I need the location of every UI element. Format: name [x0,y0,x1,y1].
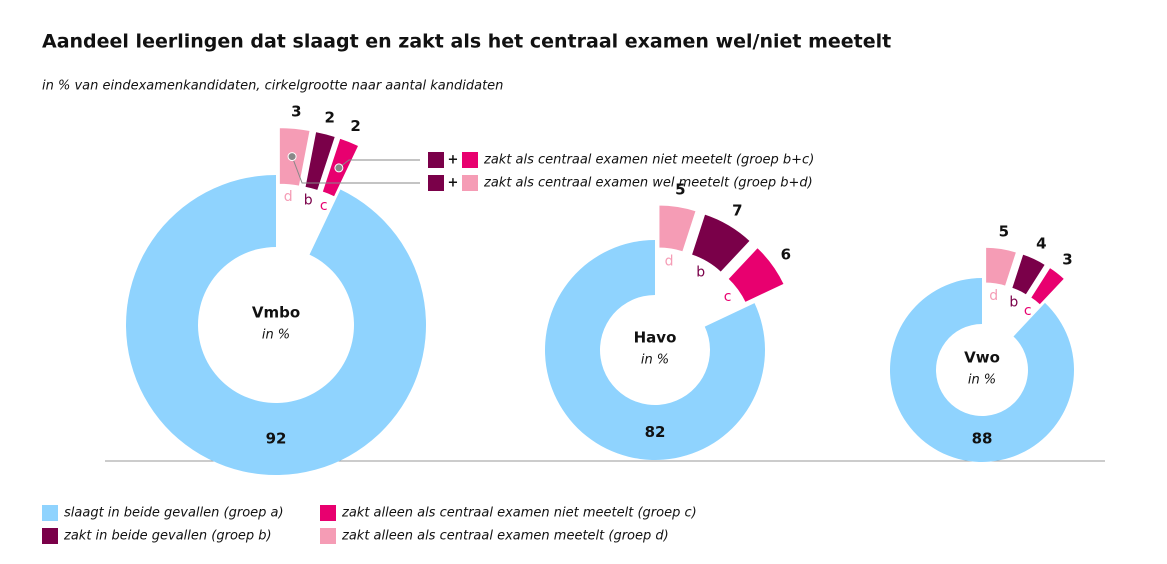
value-label: 82 [645,423,666,441]
value-label: 5 [675,181,685,199]
leader-dot [287,152,297,162]
segment [303,129,338,193]
chart-title: Aandeel leerlingen dat slaagt en zakt al… [42,31,891,53]
legend-swatch [428,175,444,191]
donut-unit: in % [641,353,669,368]
leader-line [291,156,420,184]
segment [1009,252,1048,297]
value-label: 88 [972,430,993,448]
chart-subtitle: in % van eindexamenkandidaten, cirkelgro… [42,79,503,94]
value-label: 2 [325,108,335,126]
legend-label: zakt alleen als centraal examen niet mee… [341,506,697,521]
segment [725,245,787,305]
value-label: 2 [350,117,360,135]
segment-letter: b [304,193,313,209]
segment-letter: c [724,289,732,305]
legend-swatch [428,152,444,168]
legend-swatch [320,505,336,521]
donut-name: Vwo [964,349,1000,367]
segment-letter: d [665,253,674,269]
donut-name: Vmbo [252,304,300,322]
value-label: 3 [291,102,301,120]
legend-label: zakt alleen als centraal examen meetelt … [341,529,669,544]
operator: + [448,153,459,168]
segment [126,175,427,476]
legend-label: slaagt in beide gevallen (groep a) [64,506,284,521]
segment-letter: b [1009,294,1018,310]
value-label: 92 [266,430,287,448]
value-label: 7 [732,201,742,219]
segment [1028,265,1067,307]
value-label: 3 [1062,250,1072,268]
legend-swatch [462,175,478,191]
donut-unit: in % [262,328,290,343]
annotation: zakt als centraal examen niet meetelt (g… [483,153,814,168]
segment-letter: c [1024,303,1032,319]
value-label: 4 [1036,234,1046,252]
segment [984,245,1019,289]
value-label: 5 [999,223,1009,241]
segment-letter: c [320,198,328,214]
segment [689,212,753,275]
segment [890,278,1075,462]
value-label: 6 [781,245,791,263]
donut-unit: in % [968,373,996,388]
legend-swatch [42,505,58,521]
segment-letter: d [284,189,293,205]
segment [544,240,765,460]
segment [657,203,698,254]
leader-dot [334,163,344,173]
donut-name: Havo [634,329,677,347]
legend-label: zakt in beide gevallen (groep b) [63,529,272,544]
legend-swatch [42,528,58,544]
segment-letter: b [696,265,705,281]
legend-swatch [320,528,336,544]
operator: + [448,176,459,191]
legend-swatch [462,152,478,168]
segment-letter: d [989,288,998,304]
annotation: zakt als centraal examen wel meetelt (gr… [483,176,813,191]
